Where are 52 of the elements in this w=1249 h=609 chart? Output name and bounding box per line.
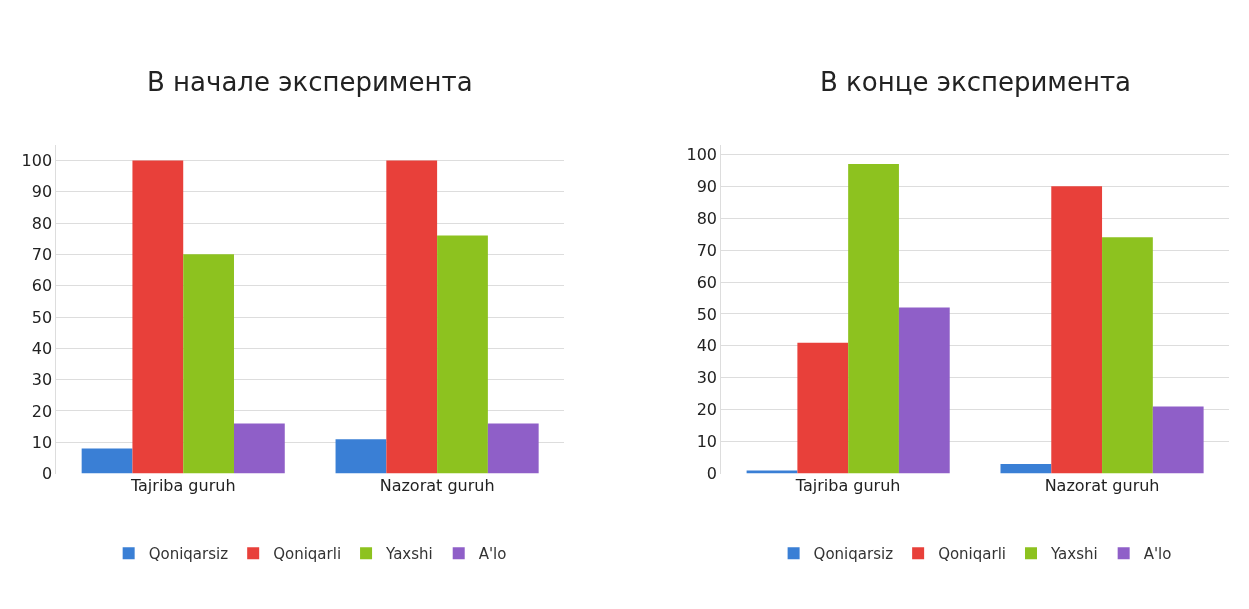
legend-label: Yaxshi	[385, 545, 433, 564]
legend-label: A'lo	[478, 545, 507, 564]
bar	[848, 163, 899, 474]
y-tick-label: 90	[31, 182, 53, 202]
y-tick-label: 40	[696, 336, 718, 356]
y-tick-label: 0	[41, 464, 53, 484]
y-tick-label: 10	[31, 432, 53, 452]
bar	[437, 235, 488, 474]
bar	[132, 160, 184, 474]
bar	[81, 448, 133, 474]
legend-label: Qoniqarsiz	[148, 545, 229, 564]
y-tick-label: 30	[696, 368, 718, 388]
bar	[1000, 464, 1052, 474]
y-tick-label: 90	[696, 176, 718, 196]
bar	[386, 160, 438, 474]
bar	[335, 439, 387, 474]
y-tick-label: 50	[31, 307, 53, 327]
legend-label: Qoniqarsiz	[813, 545, 894, 564]
y-tick-label: 20	[696, 400, 718, 420]
legend-label: Yaxshi	[1050, 545, 1098, 564]
x-tick-label: Tajriba guruh	[794, 475, 901, 495]
y-tick-label: 20	[31, 401, 53, 421]
y-tick-label: 70	[31, 244, 53, 264]
y-tick-label: 80	[31, 213, 53, 233]
bar	[898, 307, 950, 474]
bar	[183, 254, 234, 474]
y-tick-label: 40	[31, 338, 53, 358]
x-tick-label: Tajriba guruh	[129, 475, 236, 495]
x-tick-label: Nazorat guruh	[1044, 475, 1160, 495]
bar	[1102, 237, 1153, 474]
y-tick-label: 50	[696, 304, 718, 324]
y-tick-label: 10	[696, 432, 718, 452]
legend-label: Qoniqarli	[938, 545, 1007, 564]
y-tick-label: 100	[21, 151, 53, 170]
y-tick-label: 0	[706, 464, 718, 484]
bar	[797, 342, 849, 474]
bar	[1051, 186, 1103, 474]
bar	[746, 470, 798, 474]
chart-title: В начале эксперимента	[147, 67, 473, 97]
y-tick-label: 60	[31, 276, 53, 296]
legend-label: Qoniqarli	[273, 545, 342, 564]
y-tick-label: 100	[686, 144, 718, 164]
y-tick-label: 30	[31, 370, 53, 390]
y-tick-label: 70	[696, 240, 718, 260]
y-tick-label: 60	[696, 272, 718, 292]
y-tick-label: 80	[696, 208, 718, 228]
bar	[233, 423, 285, 474]
x-tick-label: Nazorat guruh	[379, 475, 495, 495]
bar	[487, 423, 539, 474]
chart-title: В конце эксперимента	[820, 67, 1132, 97]
legend-label: A'lo	[1143, 545, 1172, 564]
bar	[1152, 406, 1204, 474]
